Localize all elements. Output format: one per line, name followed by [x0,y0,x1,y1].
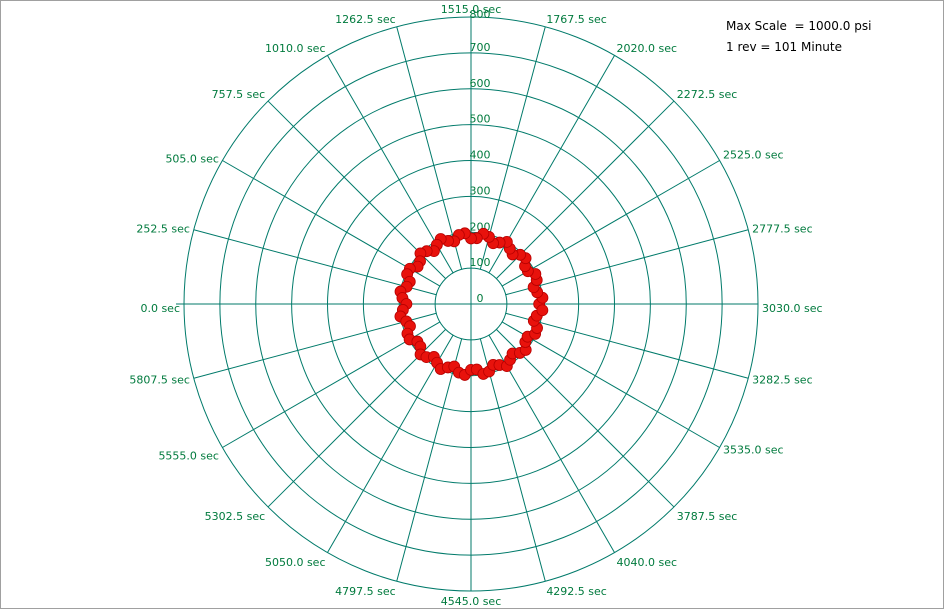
grid-spoke [505,229,749,296]
grid-spoke [505,312,749,379]
angular-tick-label: 4040.0 sec [617,556,678,569]
grid-spoke [396,338,463,582]
angular-tick-label: 0.0 sec [140,302,180,315]
grid-spoke [222,160,441,287]
rev-label: 1 rev = 101 Minute [726,40,842,54]
grid-spoke [396,26,463,270]
grid-spoke [267,329,446,508]
angular-tick-label: 3787.5 sec [677,510,738,523]
angular-tick-label: 3282.5 sec [752,373,813,386]
angular-tick-label: 5807.5 sec [129,373,190,386]
angular-tick-label: 2777.5 sec [752,223,813,236]
radial-tick-label: 0 [477,292,484,305]
grid-spoke [193,229,437,296]
angular-tick-label: 505.0 sec [165,153,219,166]
grid-spoke [327,334,454,553]
angular-tick-label: 1767.5 sec [546,13,607,26]
angular-tick-label: 4545.0 sec [441,595,502,608]
data-point [536,304,549,317]
angular-tick-label: 5050.0 sec [265,556,326,569]
grid-spoke [193,312,437,379]
grid-spoke [488,55,615,274]
radial-tick-label: 600 [470,77,491,90]
radial-tick-label: 700 [470,41,491,54]
angular-tick-label: 1262.5 sec [335,13,396,26]
radial-tick-label: 300 [470,184,491,197]
angular-tick-label: 2272.5 sec [677,88,738,101]
grid-spoke [501,160,720,287]
angular-tick-label: 5555.0 sec [158,450,219,463]
grid-spoke [327,55,454,274]
grid-spoke [496,100,675,279]
angular-tick-label: 3535.0 sec [723,444,784,457]
angular-tick-label: 3030.0 sec [762,302,823,315]
angular-tick-label: 757.5 sec [212,88,266,101]
grid-spoke [501,321,720,448]
radial-tick-label: 400 [470,149,491,162]
grid-spoke [222,321,441,448]
angular-tick-label: 4797.5 sec [335,585,396,598]
grid-spoke [496,329,675,508]
grid-spoke [267,100,446,279]
angular-tick-label: 5302.5 sec [205,510,266,523]
angular-tick-label: 252.5 sec [136,223,190,236]
grid-spoke [479,338,546,582]
max-scale-label: Max Scale = 1000.0 psi [726,19,872,33]
grid-spoke [488,334,615,553]
angular-tick-label: 1010.0 sec [265,42,326,55]
angular-tick-label: 2020.0 sec [617,42,678,55]
angular-tick-label: 2525.0 sec [723,149,784,162]
radial-tick-label: 800 [470,8,491,21]
radial-tick-label: 500 [470,113,491,126]
angular-tick-label: 1515.0 sec [441,3,502,16]
angular-tick-label: 4292.5 sec [546,585,607,598]
radial-tick-label: 100 [470,256,491,269]
grid-spoke [479,26,546,270]
